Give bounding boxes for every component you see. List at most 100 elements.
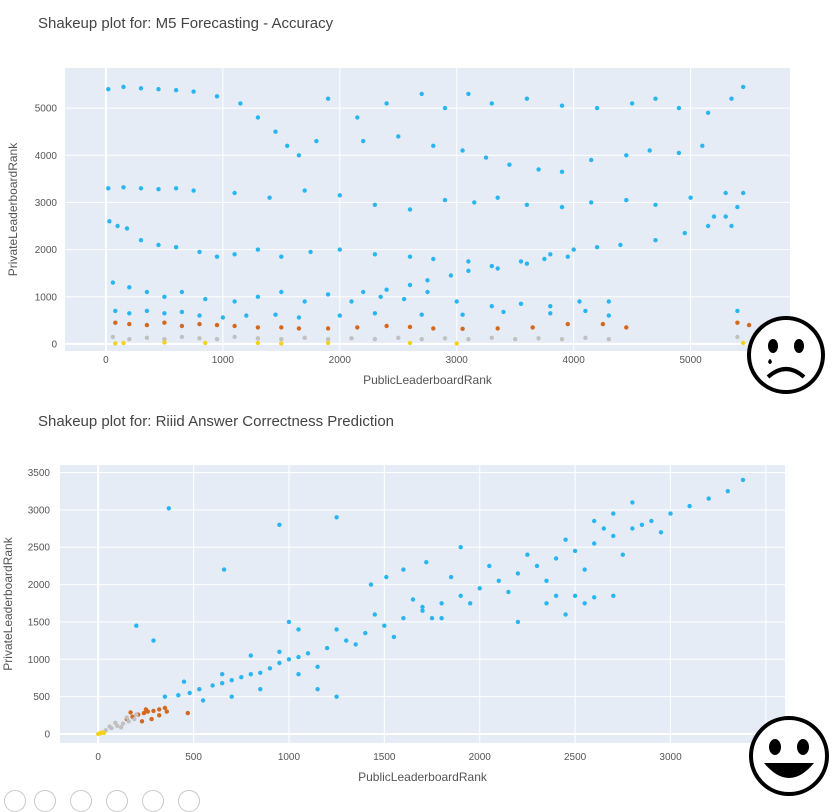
x-tick-label: 4000 — [563, 355, 586, 366]
screen-icon[interactable] — [178, 790, 200, 812]
data-point — [419, 312, 424, 317]
data-point — [592, 541, 597, 546]
data-point — [279, 289, 284, 295]
data-point — [286, 657, 292, 662]
data-point — [255, 115, 261, 120]
data-point — [559, 204, 565, 210]
data-point — [267, 195, 272, 200]
data-point — [139, 719, 145, 724]
data-point — [401, 567, 406, 572]
data-point — [229, 694, 234, 699]
data-point — [157, 713, 162, 718]
data-point — [495, 195, 500, 200]
data-point — [279, 337, 284, 342]
data-point — [203, 296, 208, 302]
data-point — [156, 242, 161, 248]
data-point — [325, 96, 331, 101]
data-point — [583, 335, 588, 340]
data-point — [419, 91, 424, 97]
data-point — [534, 563, 540, 569]
x-tick-label: 0 — [103, 355, 109, 366]
data-point — [577, 299, 582, 304]
y-tick-label: 2000 — [35, 245, 58, 256]
search-icon[interactable] — [142, 790, 164, 812]
data-point — [477, 586, 482, 591]
data-point — [144, 335, 150, 340]
data-point — [134, 712, 139, 717]
data-point — [668, 511, 673, 516]
data-point — [344, 638, 349, 643]
data-point — [107, 219, 112, 224]
data-point — [126, 719, 131, 724]
data-point — [740, 477, 746, 483]
data-point — [200, 698, 206, 703]
data-point — [203, 340, 208, 346]
data-point — [325, 326, 331, 331]
data-point — [214, 337, 220, 342]
chart-title-m5: Shakeup plot for: M5 Forecasting - Accur… — [38, 15, 334, 32]
image-icon[interactable] — [70, 790, 92, 812]
data-point — [121, 340, 126, 346]
data-point — [349, 336, 354, 341]
data-point — [372, 612, 377, 617]
plot-area — [65, 68, 790, 351]
data-point — [572, 593, 578, 598]
y-tick-label: 3000 — [35, 198, 58, 209]
x-tick-label: 1000 — [278, 752, 301, 763]
data-point — [536, 167, 541, 172]
data-point — [723, 214, 728, 219]
x-tick-label: 5000 — [679, 355, 702, 366]
data-point — [583, 308, 588, 314]
y-tick-label: 1000 — [35, 292, 58, 303]
data-point — [741, 190, 746, 196]
data-point — [361, 138, 366, 144]
data-point — [255, 325, 261, 330]
data-point — [601, 526, 606, 531]
data-point — [653, 96, 658, 101]
data-point — [518, 259, 524, 264]
data-point — [166, 506, 171, 511]
y-tick-label: 5000 — [35, 104, 58, 115]
copy-icon[interactable] — [106, 790, 128, 812]
data-point — [185, 710, 190, 716]
y-tick-label: 500 — [33, 692, 50, 703]
x-tick-label: 2000 — [469, 752, 492, 763]
data-point — [630, 500, 635, 505]
data-point — [407, 282, 413, 288]
y-tick-label: 3500 — [28, 468, 51, 479]
data-point — [483, 155, 489, 160]
data-point — [592, 595, 597, 600]
y-tick-label: 1500 — [28, 617, 51, 628]
x-tick-label: 2500 — [564, 752, 587, 763]
data-point — [460, 148, 465, 153]
data-point — [382, 623, 387, 628]
data-point — [594, 245, 600, 250]
data-point — [255, 340, 261, 346]
happy-face-icon — [749, 716, 829, 796]
data-point — [308, 249, 313, 255]
data-point — [515, 619, 521, 625]
data-point — [582, 567, 587, 572]
data-point — [442, 105, 448, 111]
data-point — [606, 299, 611, 304]
data-point — [431, 256, 436, 262]
data-point — [676, 105, 682, 111]
data-point — [600, 321, 606, 327]
x-tick-label: 3000 — [446, 355, 469, 366]
data-point — [372, 252, 378, 257]
data-point — [419, 337, 424, 342]
data-point — [164, 709, 169, 714]
data-point — [296, 627, 301, 632]
data-point — [524, 202, 530, 207]
data-point — [658, 530, 664, 535]
data-point — [589, 157, 594, 163]
pencil-icon[interactable] — [4, 790, 26, 812]
edit-icon[interactable] — [34, 790, 56, 812]
data-point — [162, 337, 167, 342]
data-point — [363, 630, 368, 636]
data-point — [156, 187, 161, 192]
data-point — [132, 716, 137, 722]
data-point — [151, 638, 156, 643]
data-point — [524, 261, 530, 266]
data-point — [553, 593, 559, 598]
